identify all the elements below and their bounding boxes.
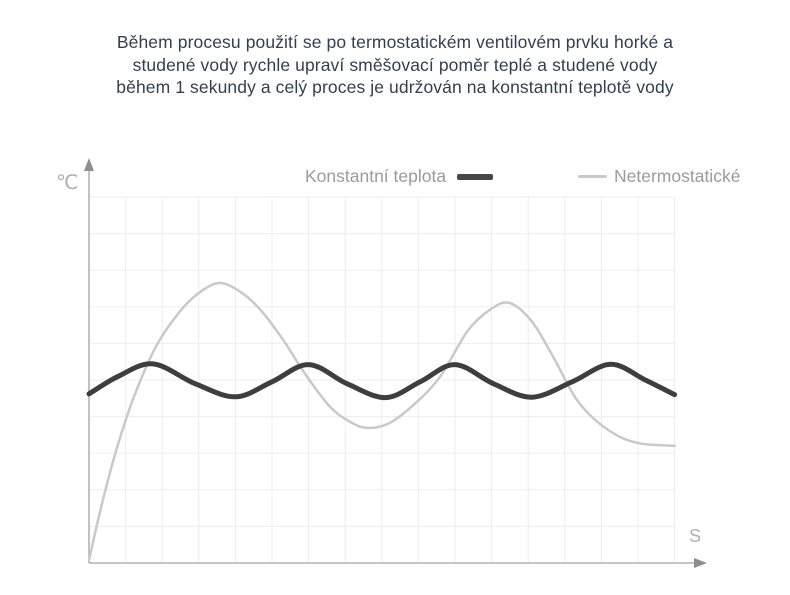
series-line-netermostaticke: [87, 281, 676, 562]
y-axis-arrow-icon: [84, 158, 94, 171]
x-axis-arrow-icon: [694, 558, 707, 568]
legend-item-konstantni-teplota: Konstantní teplota: [305, 164, 494, 189]
x-axis-label: S: [689, 526, 702, 546]
page-title: Během procesu použití se po termostatick…: [116, 32, 674, 97]
legend-swatch-dark-line: [457, 173, 494, 180]
legend-swatch-light-line: [578, 175, 607, 178]
legend-label-konstantni-teplota: Konstantní teplota: [305, 166, 447, 186]
series-line-konstantni-teplota: [86, 361, 678, 401]
grid-lines: [88, 196, 676, 563]
y-axis-label: ℃: [56, 172, 79, 194]
legend-item-netermostaticke: Netermostatické: [578, 164, 740, 189]
legend-label-netermostaticke: Netermostatické: [614, 166, 741, 186]
